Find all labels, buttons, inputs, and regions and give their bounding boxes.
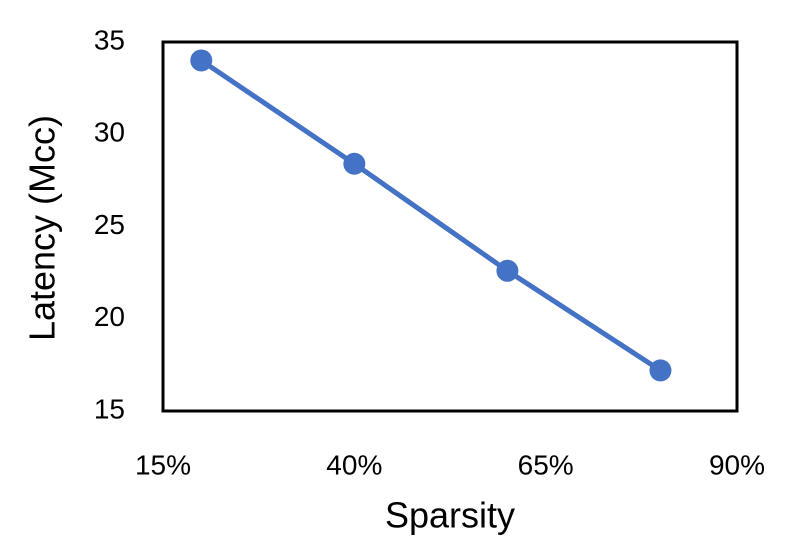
x-axis-title: Sparsity xyxy=(385,495,515,536)
y-tick-label: 20 xyxy=(94,301,125,332)
y-tick-label: 25 xyxy=(94,209,125,240)
plot-frame xyxy=(161,40,739,413)
y-tick-label: 15 xyxy=(94,393,125,424)
x-tick-label: 15% xyxy=(135,449,191,480)
x-tick-label: 90% xyxy=(709,449,765,480)
y-axis-title: Latency (Mcc) xyxy=(22,115,63,341)
x-tick-label: 65% xyxy=(518,449,574,480)
data-line xyxy=(199,58,662,373)
y-tick-label: 30 xyxy=(94,117,125,148)
data-point xyxy=(343,152,366,175)
data-point xyxy=(190,49,213,72)
data-point xyxy=(649,359,672,382)
y-tick-label: 35 xyxy=(94,24,125,55)
data-point xyxy=(496,259,519,282)
x-tick-label: 40% xyxy=(326,449,382,480)
